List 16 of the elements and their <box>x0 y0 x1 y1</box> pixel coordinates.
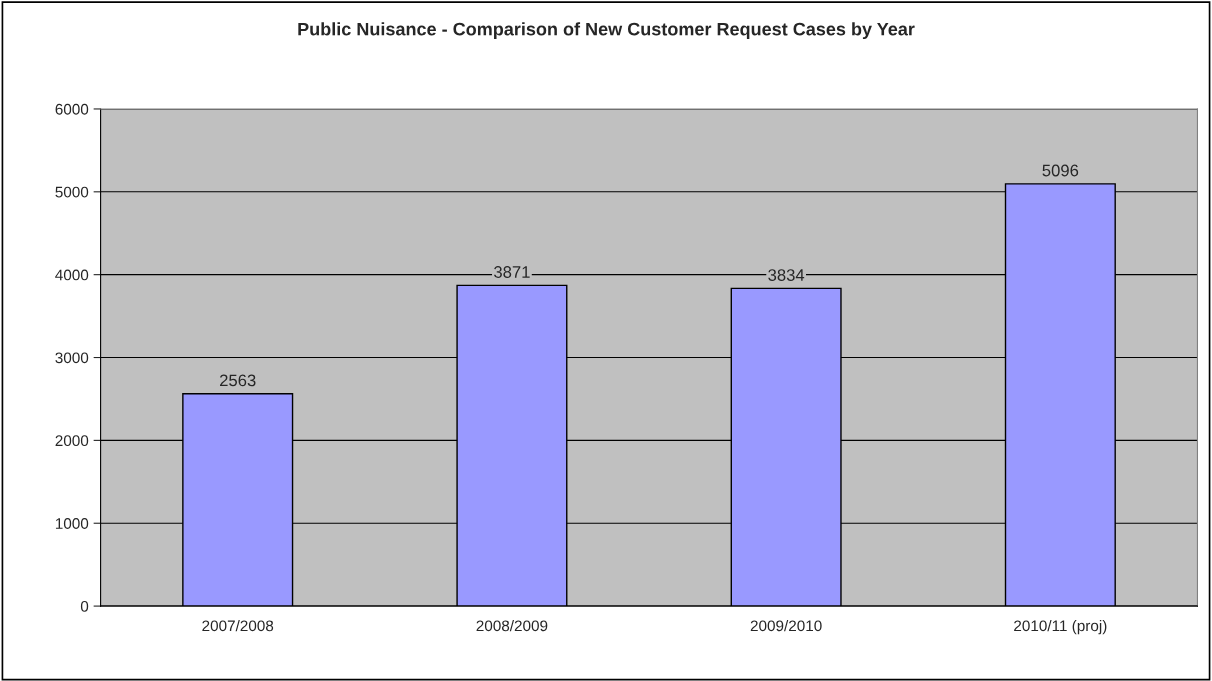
data-label: 3834 <box>768 269 805 281</box>
data-label: 5096 <box>1042 164 1079 177</box>
y-tick-label: 3000 <box>55 352 89 364</box>
y-tick-label: 5000 <box>55 186 89 198</box>
chart-title: Public Nuisance - Comparison of New Customer Request Cases by Year <box>298 22 915 40</box>
x-tick-label: 2007/2008 <box>202 619 274 632</box>
data-label: 3871 <box>494 266 530 278</box>
x-tick-label: 2009/2010 <box>750 619 822 632</box>
data-label: 2563 <box>220 374 256 387</box>
x-tick-label: 2010/11 (proj) <box>1014 619 1107 635</box>
y-tick-label: 1000 <box>55 518 89 529</box>
y-tick-label: 0 <box>80 600 89 612</box>
y-tick-label: 2000 <box>55 435 89 447</box>
y-tick-label: 6000 <box>55 103 89 115</box>
x-tick-label: 2008/2009 <box>476 619 548 632</box>
y-tick-label: 4000 <box>55 269 89 281</box>
